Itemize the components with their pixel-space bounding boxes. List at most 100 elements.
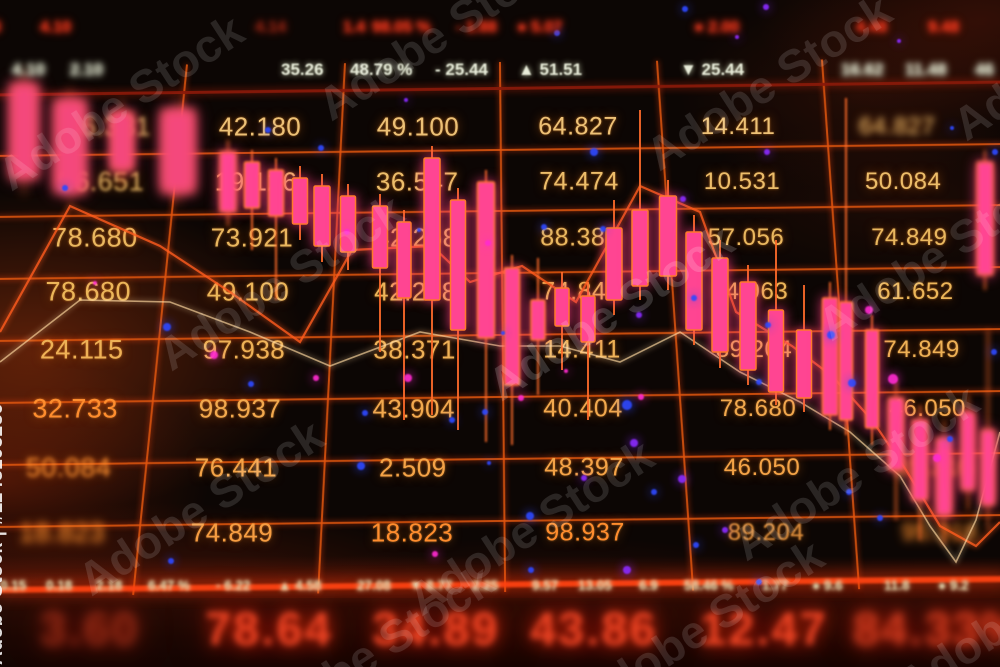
glow-particle [756, 379, 762, 385]
candle-body [632, 210, 648, 286]
glow-particle [168, 558, 174, 564]
glow-particle [623, 566, 631, 574]
glow-particle [992, 149, 998, 155]
glow-particle [888, 374, 898, 384]
glow-particle [693, 542, 699, 548]
ticker-item: - 1.88 [456, 19, 497, 37]
ticker-item: 13.05 [578, 578, 612, 593]
candle-body [866, 330, 879, 428]
glow-particle [248, 381, 254, 387]
ticker-item: 48.79 % [350, 60, 412, 80]
glow-particle [848, 379, 856, 387]
glow-particle [501, 331, 505, 335]
glow-particle [93, 281, 97, 285]
ticker-item: 98.05 % [372, 19, 431, 37]
candle-body [660, 196, 677, 276]
glow-particle [404, 374, 412, 382]
glow-particle [763, 4, 769, 10]
candle-body [889, 398, 904, 470]
ticker-item: - 6.22 [216, 578, 251, 593]
ticker-item: 4.10 [40, 19, 71, 37]
candle-body [797, 330, 812, 398]
candle-body [686, 232, 702, 330]
ticker-item: 16.62 [841, 60, 884, 80]
glow-particle [344, 229, 350, 235]
ticker-item: 34.89 [372, 601, 500, 656]
candle-body [162, 110, 194, 192]
glow-particle [865, 306, 873, 314]
candle-body [11, 84, 37, 178]
candle-body [293, 178, 308, 224]
candle-body [555, 288, 569, 326]
candle-body [977, 162, 993, 275]
glow-particle [691, 295, 697, 301]
ticker-item: 11.48 [905, 60, 947, 80]
glow-particle [357, 462, 365, 470]
candle-body [937, 438, 952, 515]
glow-particle [541, 224, 547, 230]
candle-body [962, 412, 975, 490]
candlestick-chart-canvas [0, 0, 1000, 667]
ticker-item: 2.10 [70, 60, 103, 80]
glow-particle [877, 515, 883, 521]
ticker-item: ● 9.2 [938, 578, 969, 593]
candle-body [424, 158, 440, 300]
glow-particle [636, 312, 642, 318]
bottom-ticker-row-small: 0.150.182.186.47 %- 6.22▲ 4.5827.08▼ 8.7… [0, 578, 1000, 598]
watermark-adobe-stock-id: Adobe Stock | #1148193289 [0, 403, 8, 665]
ticker-item: ▼ 25.44 [680, 60, 744, 80]
candle-body [712, 258, 728, 352]
top-ticker-row-white: 4.102.1035.2648.79 %- 25.44▲ 51.51▼ 25.4… [0, 60, 1000, 84]
glow-particle [827, 331, 835, 339]
ticker-item: 46 [975, 60, 994, 80]
top-ticker-row-red: 84.104.141.498.05 %- 1.88● 5.07● 2.004.4… [0, 19, 1000, 43]
ticker-item: 4.48 [856, 19, 887, 37]
candle-body [55, 100, 85, 192]
glow-particle [950, 126, 954, 130]
glow-particle [947, 436, 953, 442]
candle-body [245, 162, 260, 208]
candle-body [373, 206, 388, 268]
glow-particle [449, 417, 455, 423]
ticker-item: 2.18 [96, 578, 122, 593]
glow-particle [651, 489, 657, 495]
stock-market-board: 46.33142.18049.10064.82714.41164.82756.6… [0, 0, 1000, 667]
glow-particle [765, 322, 771, 328]
ticker-item: 4.10 [12, 60, 45, 80]
candle-body [982, 430, 995, 505]
glow-particle [600, 226, 606, 232]
glow-particle [163, 323, 171, 331]
glow-particle [265, 127, 271, 133]
glow-particle [638, 394, 644, 400]
ticker-item: 58.46 % [684, 578, 734, 593]
ticker-item: 6.9 [639, 578, 658, 593]
glow-particle [933, 454, 941, 462]
candle-body [840, 302, 853, 420]
ticker-item: 2.25 [472, 578, 498, 593]
ticker-item: ● 5.07 [517, 19, 562, 37]
ticker-item: 3.60 [40, 601, 139, 656]
ticker-item: 35.26 [281, 60, 324, 80]
ticker-item: ▼ 8.77 [409, 578, 452, 593]
glow-particle [62, 185, 68, 191]
ticker-item: 11.8 [884, 578, 910, 593]
ticker-item: 78.64 [205, 601, 333, 656]
glow-particle [590, 148, 598, 156]
candle-body [531, 300, 545, 340]
glow-particle [432, 551, 438, 557]
candle-body [478, 182, 495, 338]
glow-particle [991, 349, 997, 355]
bottom-ticker-row-large: 3.6078.6434.8943.8612.4784.33% [0, 601, 1000, 661]
candle-body [769, 310, 784, 392]
ticker-item: ▲ 4.58 [278, 578, 321, 593]
glow-particle [318, 145, 324, 151]
ticker-item: 0.18 [46, 578, 72, 593]
ticker-item: 12.47 [700, 601, 828, 656]
glow-particle [417, 228, 421, 232]
ticker-item: 9.48 [928, 19, 959, 37]
candle-body [111, 112, 133, 170]
glow-particle [680, 196, 686, 202]
ticker-item: - 25.44 [435, 60, 488, 80]
ticker-item: 8 [0, 19, 1, 37]
glow-particle [210, 351, 218, 359]
